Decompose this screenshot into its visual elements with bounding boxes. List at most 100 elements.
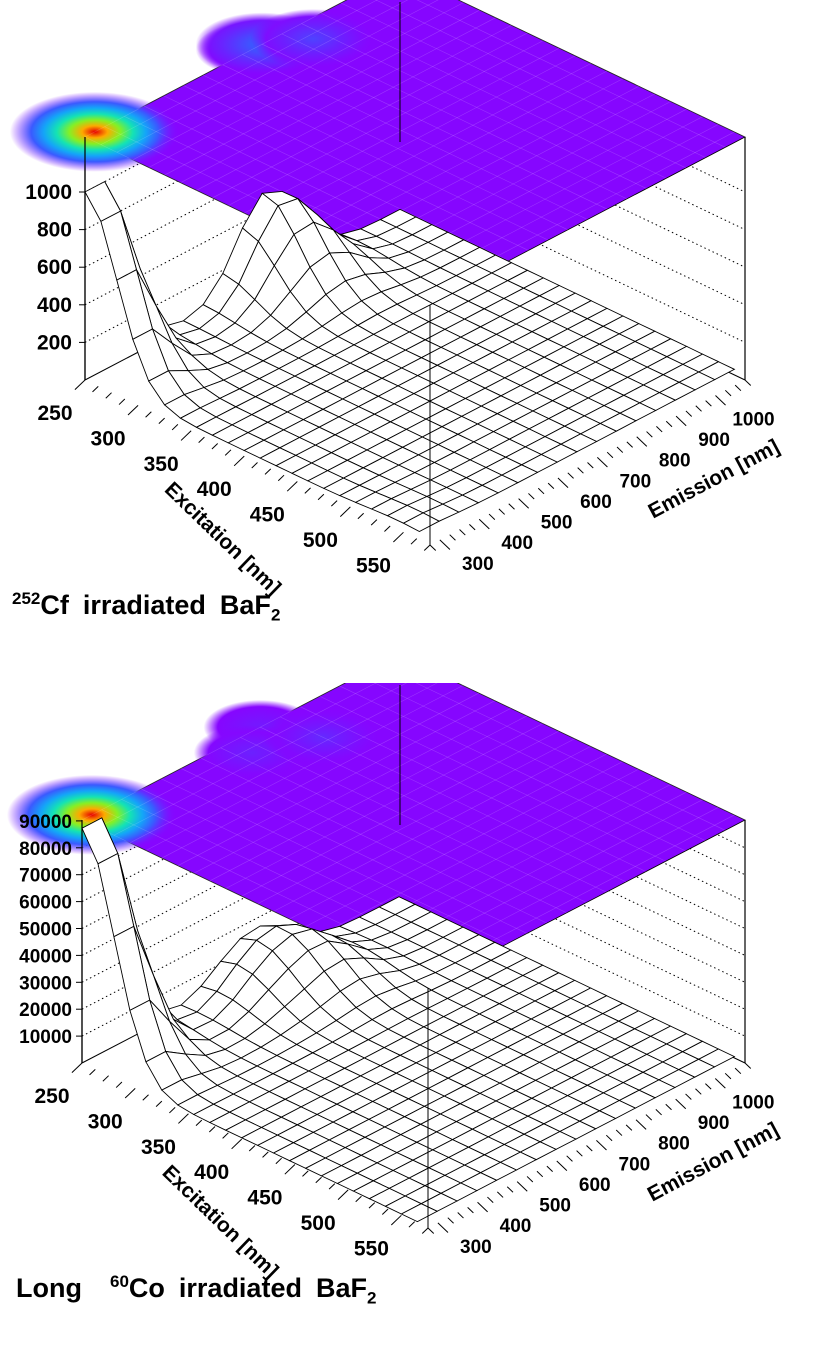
- excitation-tick-label: 350: [144, 453, 179, 476]
- excitation-tick: [169, 1107, 176, 1114]
- emission-tick: [685, 1093, 692, 1100]
- emission-tick: [635, 1119, 647, 1130]
- emission-tick: [744, 379, 752, 386]
- excitation-tick: [423, 544, 431, 551]
- excitation-tick-label: 450: [250, 504, 285, 527]
- emission-tick: [646, 431, 653, 438]
- emission-tick: [576, 1150, 583, 1157]
- excitation-tick: [357, 512, 364, 520]
- z-gridline: [81, 789, 746, 956]
- excitation-tick-label: 350: [141, 1136, 176, 1159]
- emission-tick: [459, 529, 466, 536]
- excitation-tick: [105, 392, 112, 399]
- emission-tick: [467, 1207, 474, 1214]
- excitation-tick: [304, 487, 311, 494]
- emission-tick: [714, 1078, 726, 1089]
- emission-tick: [487, 1196, 494, 1203]
- excitation-tick: [158, 417, 165, 424]
- excitation-tick: [355, 1195, 362, 1203]
- excitation-tick: [224, 449, 232, 456]
- excitation-tick: [195, 1119, 203, 1126]
- emission-tick: [734, 1067, 742, 1075]
- emission-tick: [616, 446, 624, 453]
- emission-tick-label: 1000: [732, 1092, 774, 1113]
- emission-tick: [577, 467, 584, 474]
- emission-tick: [547, 482, 555, 490]
- excitation-tick: [275, 1157, 282, 1165]
- excitation-tick-label: 400: [194, 1161, 229, 1184]
- emission-tick: [656, 426, 663, 433]
- excitation-tick: [222, 1132, 229, 1139]
- emission-tick: [447, 1217, 454, 1224]
- emission-tick: [685, 410, 693, 417]
- excitation-tick: [393, 531, 404, 543]
- emission-tick: [665, 420, 673, 428]
- emission-tick: [596, 1139, 607, 1151]
- excitation-tick: [118, 398, 126, 405]
- excitation-tick: [115, 1081, 123, 1088]
- emission-tick: [695, 1088, 702, 1095]
- excitation-tick: [368, 1202, 376, 1209]
- emission-tick-label: 800: [659, 451, 691, 472]
- excitation-tick-label: 500: [301, 1212, 336, 1235]
- chart-caption-co60: Long 60Co irradiated BaF2: [16, 1272, 377, 1308]
- excitation-tick: [171, 424, 179, 431]
- emission-tick: [488, 513, 496, 520]
- emission-tick-label: 600: [579, 1175, 611, 1196]
- z-tick-label: 70000: [19, 866, 72, 887]
- emission-tick: [606, 451, 614, 459]
- excitation-tick: [142, 1094, 149, 1101]
- excitation-tick: [178, 1113, 189, 1124]
- excitation-tick: [231, 1138, 243, 1150]
- z-tick-label: 30000: [19, 973, 72, 994]
- emission-tick-label: 300: [460, 1237, 492, 1258]
- emission-tick: [477, 1201, 488, 1213]
- emission-tick: [615, 1129, 623, 1136]
- emission-tick: [715, 395, 726, 406]
- emission-tick: [429, 544, 437, 551]
- emission-tick: [516, 1181, 528, 1192]
- emission-tick: [556, 1160, 568, 1171]
- z-tick-label: 40000: [19, 946, 72, 967]
- z-tick-label: 80000: [19, 839, 72, 860]
- excitation-tick: [370, 519, 378, 526]
- chart-caption-cf252: 252Cf irradiated BaF2: [12, 589, 281, 625]
- z-gridline: [81, 816, 746, 983]
- emission-tick: [439, 539, 451, 550]
- emission-tick: [567, 472, 574, 479]
- emission-tick: [526, 1176, 534, 1183]
- emission-tick: [457, 1212, 464, 1219]
- emission-tick-label: 900: [698, 430, 730, 451]
- top-colormap: [9, 0, 746, 307]
- emission-tick: [586, 1145, 593, 1152]
- excitation-tick: [317, 493, 325, 501]
- emission-tick: [506, 1186, 514, 1193]
- excitation-tick: [262, 1151, 269, 1158]
- colormap-hotspot: [250, 8, 376, 69]
- excitation-tick: [127, 405, 139, 416]
- emission-tick-label: 900: [698, 1113, 730, 1134]
- excitation-tick: [264, 468, 272, 475]
- emission-tick: [724, 389, 732, 397]
- excitation-tick: [89, 1068, 96, 1076]
- top-colormap: [6, 683, 746, 986]
- excitation-tick: [102, 1075, 109, 1082]
- excitation-tick-label: 300: [88, 1110, 123, 1133]
- z-tick-label: 50000: [19, 920, 72, 941]
- excitation-tick: [71, 1062, 83, 1074]
- excitation-tick-label: 500: [303, 529, 338, 552]
- emission-tick: [675, 415, 687, 427]
- excitation-tick: [145, 411, 152, 418]
- emission-tick: [587, 462, 594, 469]
- emission-tick: [596, 456, 608, 468]
- emission-tick: [665, 1103, 672, 1111]
- emission-tick: [508, 503, 515, 510]
- chart-panel-cf252: 200 400 600 800 1000 250 300 350 400 450 500 550 Exc…: [9, 0, 783, 625]
- excitation-tick: [408, 1221, 416, 1228]
- excitation-tick: [198, 436, 205, 443]
- z-tick-label: 10000: [19, 1027, 72, 1048]
- excitation-tick: [421, 1227, 429, 1234]
- emission-tick: [675, 1098, 687, 1110]
- excitation-tick: [339, 506, 351, 517]
- excitation-tick: [286, 481, 298, 492]
